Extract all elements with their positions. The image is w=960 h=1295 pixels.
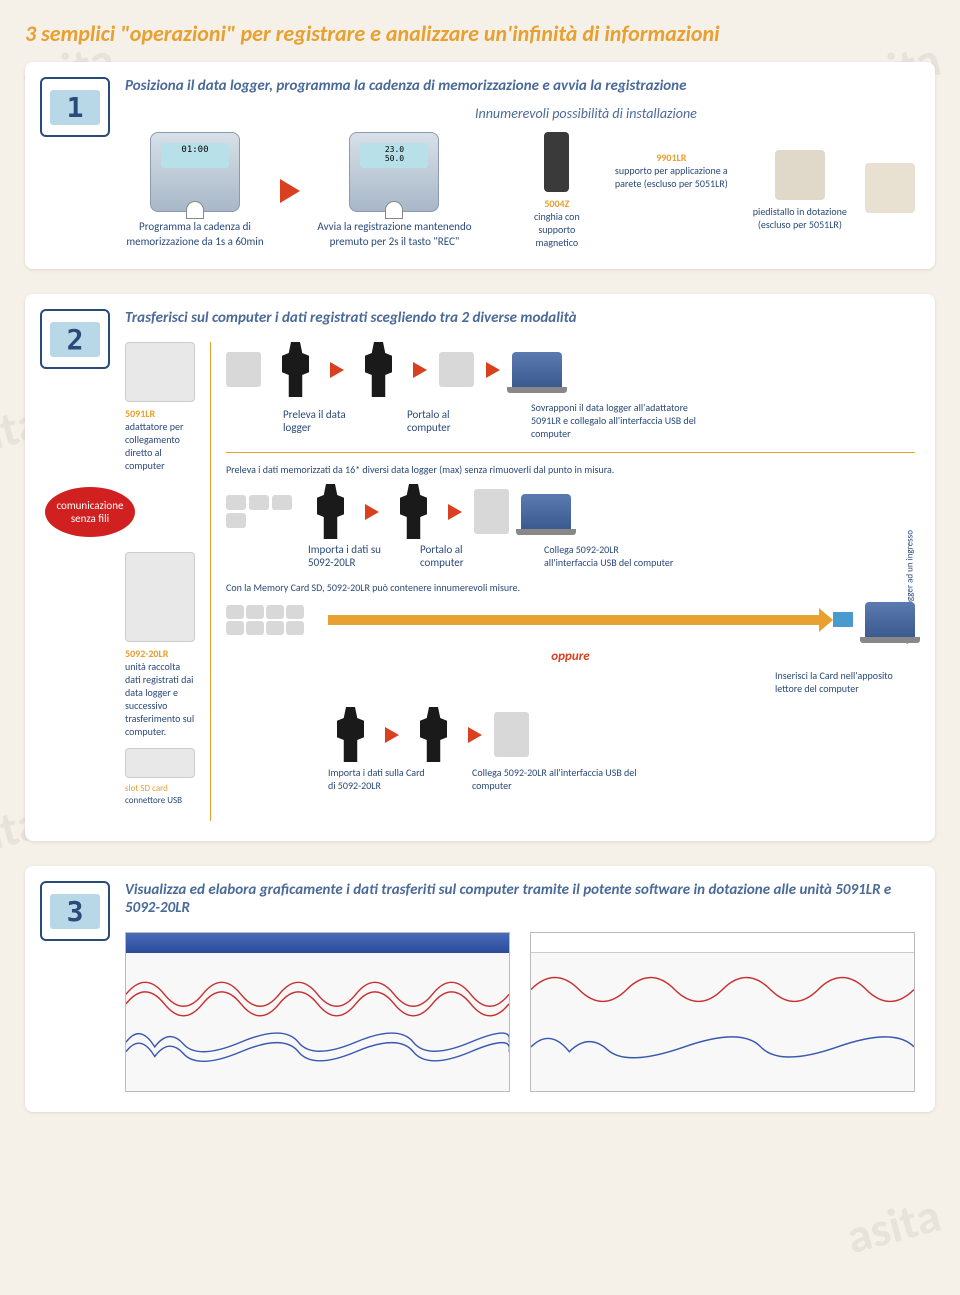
flow4-b: Collega 5092-20LR all'interfaccia USB de… — [472, 766, 652, 792]
wireless-badge: comunicazione senza fili — [45, 487, 135, 537]
person-icon — [391, 484, 436, 539]
logger-icon — [286, 605, 304, 619]
chart-2 — [530, 932, 915, 1092]
collector-icon — [494, 712, 529, 757]
arrow-icon — [468, 727, 482, 743]
flow2-heading: Preleva i dati memorizzati da 16* divers… — [226, 463, 915, 476]
caption-1: Programma la cadenza di memorizzazione d… — [125, 220, 265, 249]
arrow-icon — [486, 362, 500, 378]
flow1-b: Portalo al computer — [407, 408, 487, 434]
flow3-c: Inserisci la Card nell'apposito lettore … — [775, 669, 915, 695]
laptop-icon — [865, 602, 915, 637]
panel-3: 3 Visualizza ed elabora graficamente i d… — [25, 866, 935, 1112]
panel2-heading: Trasferisci sul computer i dati registra… — [125, 309, 915, 327]
logger-icon — [246, 605, 264, 619]
accessory-3: piedistallo in dotazione (escluso per 50… — [750, 150, 850, 231]
arrow-icon — [413, 362, 427, 378]
logger-icon — [226, 605, 244, 619]
chart-svg — [126, 953, 509, 1092]
flow1-c: Sovrapponi il data logger all'adattatore… — [531, 401, 701, 440]
step-badge-3: 3 — [40, 881, 110, 941]
device-1-screen: 01:00 — [161, 143, 229, 168]
person-icon — [273, 342, 318, 397]
panel-1: 1 Posiziona il data logger, programma la… — [25, 62, 935, 269]
panel1-sub: Innumerevoli possibilità di installazion… — [475, 105, 915, 122]
arrow-icon — [330, 362, 344, 378]
flow3-heading: Con la Memory Card SD, 5092-20LR può con… — [226, 581, 915, 594]
flow2-c: Collega 5092-20LR all'interfaccia USB de… — [544, 543, 674, 569]
product-5092-20lr: 5092-20LR unità raccolta dati registrati… — [125, 552, 195, 806]
step-badge-1: 1 — [40, 77, 110, 137]
product-5091lr: 5091LR adattatore per collegamento diret… — [125, 342, 195, 472]
chart-svg — [531, 953, 914, 1092]
collector-icon — [474, 489, 509, 534]
arrow-icon — [365, 504, 379, 520]
usb-label: connettore USB — [125, 795, 195, 807]
accessory-2: 9901LR supporto per applicazione a paret… — [608, 151, 735, 190]
arrow-icon — [385, 727, 399, 743]
panel3-heading: Visualizza ed elabora graficamente i dat… — [125, 881, 915, 917]
arrow-icon — [280, 179, 300, 203]
arrow-icon — [448, 504, 462, 520]
logger-icon — [226, 495, 246, 510]
sdcard-icon — [833, 612, 853, 627]
caption-2: Avvia la registrazione mantenendo premut… — [315, 220, 474, 249]
logger-icon — [286, 621, 304, 635]
logger-icon — [266, 621, 284, 635]
laptop-icon — [512, 352, 562, 387]
device-1: 01:00 — [150, 132, 240, 212]
logger-icon — [272, 495, 292, 510]
device-2-screen: 23.050.0 — [360, 143, 428, 168]
accessory-4 — [865, 163, 915, 218]
flow2-b: Portalo al computer — [420, 543, 500, 569]
device-2: 23.050.0 — [349, 132, 439, 212]
accessory-1: 5004Z cinghia con supporto magnetico — [521, 132, 593, 249]
panel1-heading: Posiziona il data logger, programma la c… — [125, 77, 915, 95]
laptop-icon — [521, 494, 571, 529]
flow2-a: Importa i dati su 5092-20LR — [308, 543, 408, 569]
person-icon — [411, 707, 456, 762]
panel-2: 2 Trasferisci sul computer i dati regist… — [25, 294, 935, 841]
adapter-icon — [439, 352, 474, 387]
logger-icon — [266, 605, 284, 619]
step-badge-2: 2 — [40, 309, 110, 369]
flow1-a: Preleva il data logger — [283, 408, 363, 434]
sd-label: slot SD card — [125, 783, 195, 795]
long-arrow-icon — [328, 615, 821, 625]
logger-icon — [226, 513, 246, 528]
oppure-label: oppure — [226, 649, 915, 664]
logger-icon — [226, 352, 261, 387]
page-title: 3 semplici "operazioni" per registrare e… — [25, 20, 935, 47]
person-icon — [328, 707, 373, 762]
logger-icon — [226, 621, 244, 635]
logger-icon — [249, 495, 269, 510]
person-icon — [308, 484, 353, 539]
chart-1 — [125, 932, 510, 1092]
person-icon — [356, 342, 401, 397]
flow4-a: Importa i dati sulla Card di 5092-20LR — [328, 766, 428, 792]
logger-icon — [246, 621, 264, 635]
